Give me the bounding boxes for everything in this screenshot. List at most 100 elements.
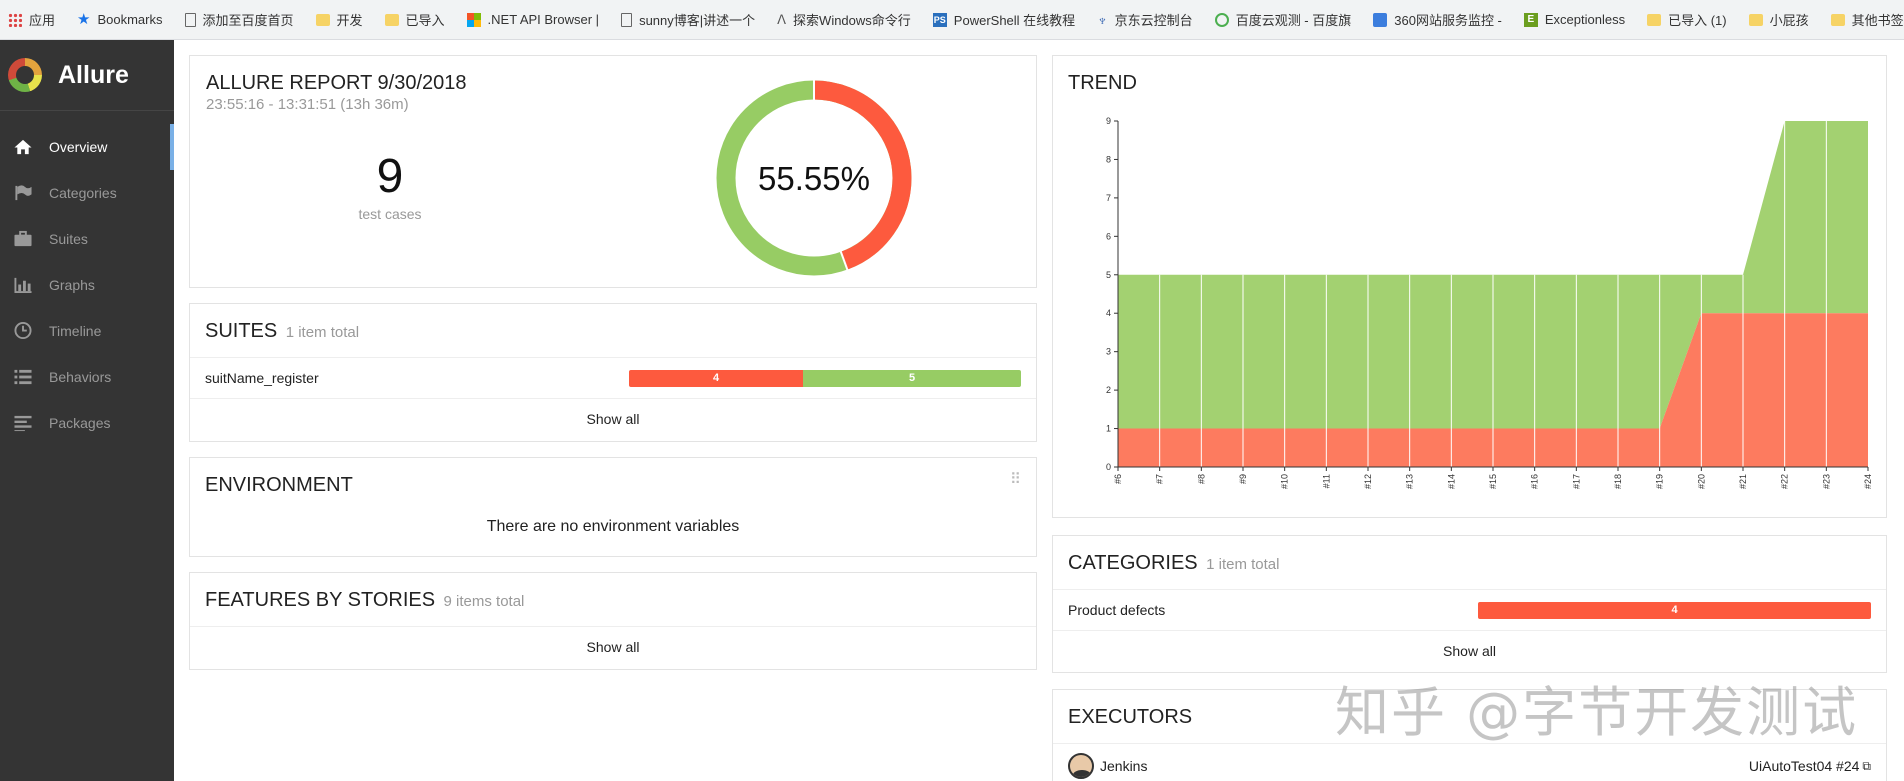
sidebar-item-label: Packages [49,415,111,431]
trend-x-tick-label[interactable]: #13 [1405,474,1415,489]
bookmark-item[interactable]: 添加至百度首页 [184,10,294,29]
bookmark-item[interactable]: ᐱ 探索Windows命令行 [777,10,911,29]
bookmark-item[interactable]: PS PowerShell 在线教程 [932,10,1075,29]
features-show-all-link[interactable]: Show all [586,639,640,655]
trend-x-tick-label[interactable]: #23 [1821,474,1831,489]
category-row[interactable]: Product defects 4 [1053,590,1886,631]
trend-x-tick-label[interactable]: #22 [1780,474,1790,489]
bookmark-label: 探索Windows命令行 [793,13,911,28]
align-left-icon [12,414,34,432]
executor-row[interactable]: Jenkins UiAutoTest04 #24 ⧉ [1053,744,1886,781]
trend-x-tick-label[interactable]: #19 [1655,474,1665,489]
trend-chart[interactable]: 0 1 2 3 4 5 6 7 8 9 #6 #7 #8 #9 #10 #11 #12 #13 #14 #15 #16 #… [1053,56,1888,519]
trend-x-tick-label[interactable]: #12 [1363,474,1373,489]
bookmark-item[interactable]: 已导入 (1) [1647,10,1727,29]
wiki-icon: ᐱ [777,11,787,27]
suites-count: 1 item total [285,324,360,341]
bookmark-label: 小屁孩 [1769,13,1809,28]
sidebar-nav: Overview Categories Suites Graphs Timeline Be… [0,124,174,446]
trend-x-tick-label[interactable]: #10 [1280,474,1290,489]
categories-show-all-link[interactable]: Show all [1443,643,1496,659]
bookmark-label: 添加至百度首页 [202,13,294,28]
bookmark-item[interactable]: 360网站服务监控 - [1373,10,1502,29]
bookmark-item[interactable]: 百度云观测 - 百度旗 [1214,10,1351,29]
report-title: ALLURE REPORT 9/30/2018 [206,72,467,94]
folder-icon [1748,13,1763,26]
trend-y-tick-label: 2 [1106,385,1111,395]
test-case-label: test cases [358,206,422,222]
bookmark-label: 已导入 [405,13,445,28]
jd-icon: ♆ [1097,11,1108,28]
trend-x-tick-label[interactable]: #15 [1488,474,1498,489]
bookmark-item[interactable]: 已导入 [384,10,445,29]
trend-x-tick-label[interactable]: #7 [1155,474,1165,484]
trend-title: TREND [1068,72,1137,94]
trend-y-tick-label: 5 [1106,270,1111,280]
suite-row[interactable]: suitName_register 4 5 [190,358,1036,399]
sidebar-item-categories[interactable]: Categories [0,170,174,216]
sidebar-item-graphs[interactable]: Graphs [0,262,174,308]
exceptionless-icon: E [1523,12,1538,27]
folder-icon [1647,13,1662,26]
trend-y-tick-label: 8 [1106,154,1111,164]
bookmark-item[interactable]: ★ Bookmarks [77,10,163,28]
trend-x-tick-label[interactable]: #18 [1613,474,1623,489]
environment-header: ENVIRONMENT [190,458,1036,504]
executor-build-link[interactable]: UiAutoTest04 #24 [1748,758,1860,774]
bookmark-item[interactable]: 应用 [8,10,55,29]
sidebar-item-overview[interactable]: Overview [0,124,174,170]
bookmark-item[interactable]: 其他书签 [1830,10,1904,29]
success-rate-percent: 55.55% [758,160,870,197]
trend-x-tick-label[interactable]: #9 [1238,474,1248,484]
apps-icon [8,12,22,27]
sidebar-item-behaviors[interactable]: Behaviors [0,354,174,400]
category-failed-segment[interactable]: 4 [1478,601,1871,619]
sidebar-item-suites[interactable]: Suites [0,216,174,262]
bookmark-item[interactable]: sunny博客|讲述一个 [621,10,755,29]
star-icon: ★ [77,10,91,28]
trend-y-tick-label: 6 [1106,231,1111,241]
trend-x-tick-label[interactable]: #20 [1696,474,1706,489]
jenkins-avatar-icon [1068,753,1094,779]
bookmark-item[interactable]: 开发 [315,10,363,29]
trend-x-tick-label[interactable]: #11 [1321,474,1331,488]
external-link-icon[interactable]: ⧉ [1862,758,1871,773]
sidebar-item-packages[interactable]: Packages [0,400,174,446]
suite-failed-segment[interactable]: 4 [629,369,804,387]
trend-x-tick-label[interactable]: #24 [1863,474,1873,489]
sidebar-item-label: Overview [49,139,108,155]
sidebar-item-label: Categories [49,185,117,201]
trend-x-tick-label[interactable]: #21 [1738,474,1748,489]
bookmark-item[interactable]: 小屁孩 [1748,10,1809,29]
trend-widget: TREND 0 1 2 3 4 5 6 7 8 9 #6 #7 #8 #9 #10 #11 #12 #13 #14 #… [1052,55,1887,518]
monitor-icon [1373,12,1388,27]
suite-status-bar[interactable]: 4 5 [629,369,1021,387]
suite-passed-segment[interactable]: 5 [803,369,1021,387]
trend-x-tick-label[interactable]: #16 [1530,474,1540,489]
bookmark-item[interactable]: .NET API Browser | [466,12,599,27]
sidebar-item-timeline[interactable]: Timeline [0,308,174,354]
success-rate-donut[interactable] [716,80,912,276]
brand[interactable]: Allure [0,40,174,111]
trend-x-tick-label[interactable]: #17 [1571,474,1581,489]
trend-x-tick-label[interactable]: #6 [1113,474,1123,484]
environment-widget: ENVIRONMENT ⠿ There are no environment v… [189,457,1037,557]
trend-x-tick-label[interactable]: #14 [1446,474,1456,489]
sidebar-item-label: Behaviors [49,369,112,385]
powershell-icon: PS [932,12,947,27]
category-status-bar[interactable]: 4 [1478,601,1871,619]
trend-x-tick-label[interactable]: #8 [1196,474,1206,484]
bookmark-item[interactable]: ♆ 京东云控制台 [1097,10,1193,29]
bookmark-label: 京东云控制台 [1114,13,1193,28]
bookmark-label: Exceptionless [1544,12,1626,27]
bookmark-label: Bookmarks [97,12,163,27]
suites-show-all-link[interactable]: Show all [586,411,640,427]
bookmark-item[interactable]: E Exceptionless [1523,12,1626,27]
trend-y-tick-label: 4 [1106,308,1111,318]
suite-name: suitName_register [205,370,319,386]
test-case-count: 9 [376,150,404,203]
trend-failed-area[interactable] [1118,313,1868,467]
features-widget: FEATURES BY STORIES 9 items total Show a… [189,572,1037,670]
trend-y-tick-label: 9 [1106,116,1111,126]
drag-handle-icon[interactable]: ⠿ [1010,471,1021,488]
